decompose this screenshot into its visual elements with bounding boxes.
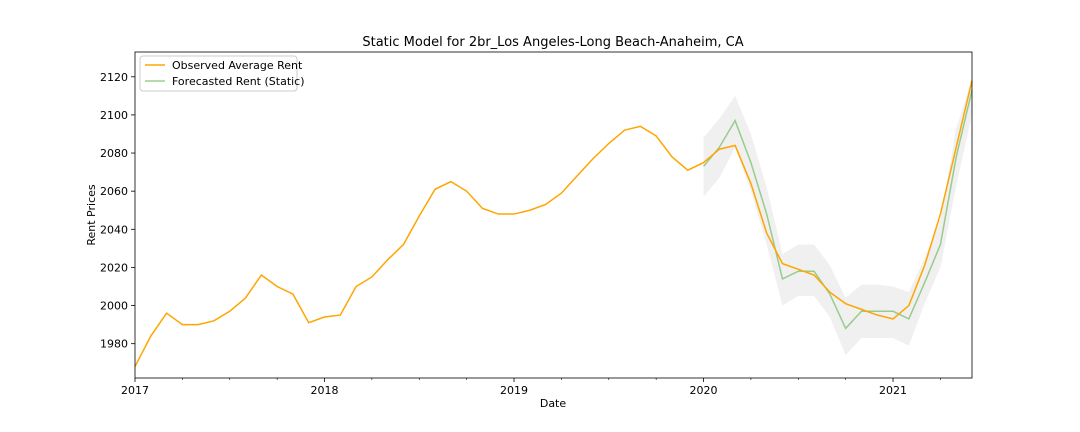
legend-frame	[139, 55, 298, 92]
forecast-confidence-band	[703, 78, 972, 356]
legend: Observed Average Rent Forecasted Rent (S…	[139, 55, 305, 92]
y-axis-title: Rent Prices	[85, 184, 98, 246]
x-tick-label: 2017	[121, 384, 149, 397]
y-axis: 1980 2000 2020 2040 2060 2080 2100 2120	[100, 71, 135, 351]
chart-title: Static Model for 2br_Los Angeles-Long Be…	[362, 35, 743, 50]
x-axis-title: Date	[540, 397, 567, 410]
y-tick-label: 2060	[100, 185, 128, 198]
plot-area	[134, 51, 973, 379]
legend-label-observed: Observed Average Rent	[172, 59, 303, 72]
y-tick-label: 2020	[100, 261, 128, 274]
y-tick-label: 2040	[100, 223, 128, 236]
x-tick-label: 2019	[500, 384, 528, 397]
y-tick-label: 2120	[100, 71, 128, 84]
x-tick-label: 2021	[879, 384, 907, 397]
x-tick-label: 2020	[690, 384, 718, 397]
y-tick-label: 2000	[100, 300, 128, 313]
y-tick-label: 2080	[100, 147, 128, 160]
y-tick-label: 2100	[100, 109, 128, 122]
series-line-observed	[134, 80, 973, 367]
axes-frame	[134, 51, 973, 379]
series-line-forecast	[702, 89, 973, 330]
y-tick-label: 1980	[100, 338, 128, 351]
legend-label-forecast: Forecasted Rent (Static)	[172, 75, 305, 88]
x-axis: 2017 2018 2019 2020 2021	[121, 378, 941, 397]
x-tick-label: 2018	[311, 384, 339, 397]
